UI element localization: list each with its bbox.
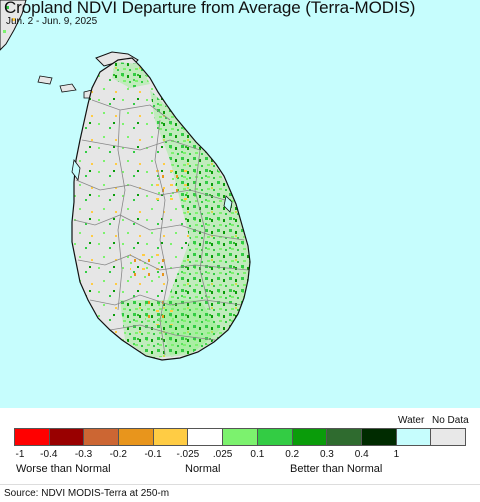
legend-swatch [430,428,466,446]
legend-swatch [14,428,49,446]
legend-tick-label: 0.2 [285,449,300,460]
date-range: Jun. 2 - Jun. 9, 2025 [6,16,98,27]
legend-swatch [83,428,119,446]
legend-swatch [222,428,257,446]
legend-swatch [326,428,361,446]
lagoon [71,159,81,181]
map-area: Cropland NDVI Departure from Average (Te… [0,0,480,408]
legend-tick-label: -.025 [176,449,200,460]
mainland-speckle [3,6,15,33]
legend-tick-label: -0.1 [144,449,162,460]
district-boundaries [73,99,249,356]
source-note: Source: NDVI MODIS-Terra at 250-m [4,488,170,499]
legend-tick-label: .025 [212,449,233,460]
legend-tick-label: -0.2 [109,449,127,460]
footer-divider [0,484,480,485]
legend-swatch [256,428,292,446]
ndvi-overlay [72,58,250,360]
legend-tick-label: -0.3 [74,449,93,460]
legend-tick-label: 0.4 [354,449,369,460]
small-island [37,75,53,85]
legend-swatch [291,428,327,446]
worse-than-normal-label: Worse than Normal [16,463,111,475]
legend-tick-label: -1 [15,449,25,460]
water-legend-label: Water [398,415,425,426]
legend-tick-label: -0.4 [40,449,58,460]
small-island [59,83,77,93]
legend-swatch [395,428,431,446]
legend-tick-label: 0.1 [250,449,265,460]
legend-color-bar [14,428,466,446]
normal-label: Normal [185,463,221,475]
map-svg [0,0,251,361]
legend-tick-label: 1 [393,449,400,460]
legend-swatch [152,428,188,446]
legend-swatch [187,428,223,446]
legend-swatch [48,428,84,446]
legend-tick-label: 0.3 [319,449,334,460]
legend-swatch [360,428,396,446]
lagoon [223,195,233,213]
nodata-legend-label: No Data [432,415,469,426]
coastline [71,57,251,361]
legend-swatch [118,428,153,446]
mainland-corner [0,0,27,51]
map-title: Cropland NDVI Departure from Average (Te… [4,0,416,17]
better-than-normal-label: Better than Normal [290,463,383,475]
